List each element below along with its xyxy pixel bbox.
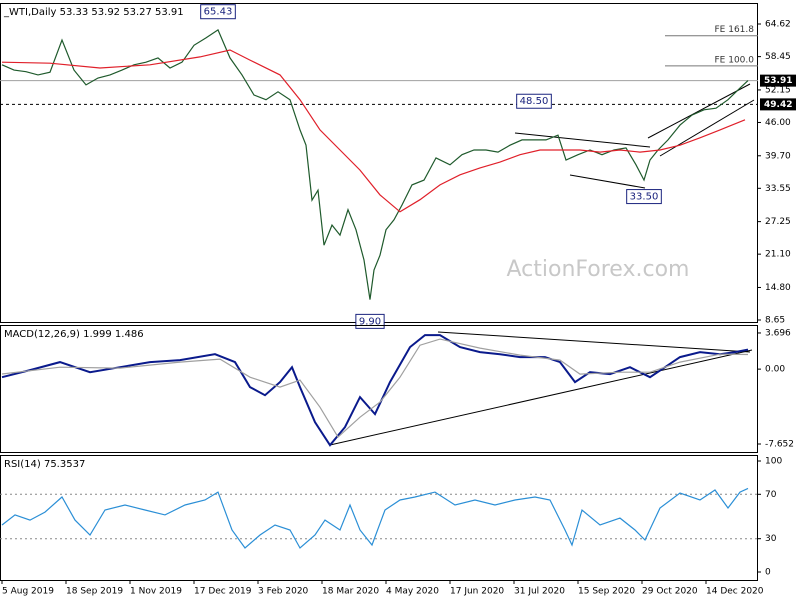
- y-tick-label: 100: [765, 456, 782, 466]
- price-tag: [760, 98, 796, 111]
- x-tick-label: 17 Dec 2019: [194, 587, 252, 597]
- x-tick-label: 18 Sep 2019: [66, 587, 123, 597]
- level-label: 33.50: [630, 192, 659, 203]
- level-label-box: [200, 4, 236, 20]
- panel-title: MACD(12,26,9) 1.999 1.486: [4, 329, 144, 340]
- y-tick-label: 0.00: [765, 365, 785, 375]
- y-tick-label: 21.10: [765, 250, 791, 260]
- trendline: [329, 349, 753, 446]
- panel-frame: [0, 455, 758, 581]
- level-label: 65.43: [204, 7, 233, 18]
- y-tick-label: 64.62: [765, 19, 791, 29]
- title-bg: [3, 457, 89, 470]
- y-tick-label: 46.00: [765, 118, 791, 128]
- x-tick-label: 17 Jun 2020: [450, 587, 504, 597]
- y-tick-label: -7.652: [765, 439, 794, 449]
- trendline: [569, 174, 646, 189]
- series-line: [1, 49, 746, 213]
- y-tick-label: 52.15: [765, 85, 791, 95]
- x-tick-label: 31 Jul 2020: [514, 587, 565, 597]
- y-tick-label: 8.65: [765, 315, 785, 325]
- fe-label: FE 161.8: [715, 25, 755, 35]
- x-tick-label: 4 May 2020: [386, 587, 439, 597]
- price-tag-label: 49.42: [764, 100, 792, 110]
- level-label-box: [626, 189, 662, 205]
- title-bg: [3, 5, 187, 18]
- y-tick-label: 14.80: [765, 283, 791, 293]
- y-tick-label: 0: [765, 568, 771, 578]
- watermark: ActionForex.com: [507, 257, 690, 282]
- fe-label: FE 100.0: [715, 55, 755, 65]
- price-tag-label: 53.91: [764, 76, 792, 86]
- title-bg: [3, 327, 147, 340]
- series-line: [1, 487, 749, 549]
- y-tick-label: 3.696: [765, 328, 791, 338]
- trendline: [514, 132, 651, 148]
- x-tick-label: 5 Aug 2019: [2, 587, 54, 597]
- y-tick-label: 39.70: [765, 151, 791, 161]
- y-tick-label: 30: [765, 534, 777, 544]
- panel-frame: [0, 325, 758, 453]
- y-tick-label: 33.55: [765, 184, 791, 194]
- y-tick-label: 58.45: [765, 52, 791, 62]
- trendline: [437, 331, 751, 353]
- panel-title: _WTI,Daily 53.33 53.92 53.27 53.91: [3, 7, 184, 18]
- x-tick-label: 18 Mar 2020: [322, 587, 379, 597]
- y-tick-label: 27.25: [765, 217, 791, 227]
- level-label-box: [516, 93, 552, 109]
- price-tag: [760, 74, 796, 87]
- level-label: 48.50: [520, 96, 549, 107]
- x-tick-label: 29 Oct 2020: [642, 587, 698, 597]
- trendline: [647, 83, 751, 139]
- x-tick-label: 15 Sep 2020: [578, 587, 635, 597]
- series-line: [1, 338, 749, 439]
- level-label-box: [355, 313, 385, 329]
- x-tick-label: 14 Dec 2020: [706, 587, 764, 597]
- x-tick-label: 3 Feb 2020: [258, 587, 309, 597]
- y-tick-label: 70: [765, 490, 777, 500]
- x-tick-label: 1 Nov 2019: [130, 587, 182, 597]
- level-label: 9.90: [359, 316, 381, 327]
- panel-title: RSI(14) 75.3537: [4, 459, 85, 470]
